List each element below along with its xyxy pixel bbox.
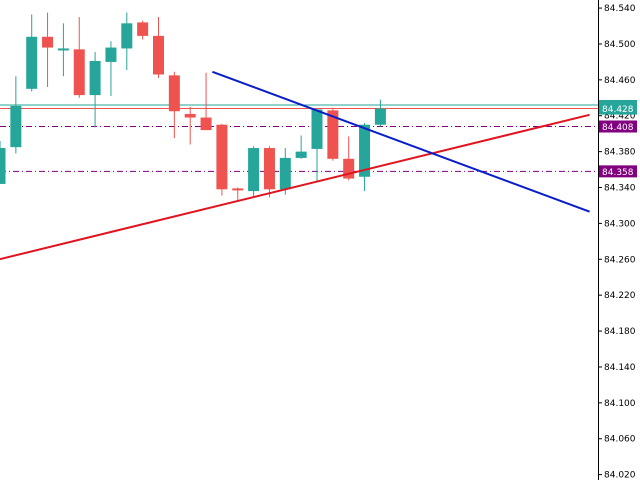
current-price-tag-label: 84.428 <box>602 105 634 115</box>
y-tick-label: 84.300 <box>604 219 636 229</box>
candle-body <box>216 124 228 190</box>
y-tick-label: 84.260 <box>604 255 636 265</box>
price-axis: 84.540 84.500 84.460 84.420 84.380 84.340 84.3… <box>598 0 640 481</box>
y-tick-label: 84.380 <box>604 148 636 158</box>
candle-body <box>42 36 54 48</box>
candle-body <box>89 61 101 96</box>
candle-body <box>327 110 339 159</box>
candle-body <box>232 188 244 191</box>
level-tag-84358-label: 84.358 <box>602 168 634 178</box>
current-price-tag-box <box>599 102 637 115</box>
candle-body <box>168 75 180 112</box>
candle-body <box>10 105 22 148</box>
y-tick-label: 84.020 <box>604 471 636 480</box>
candle-body <box>153 35 164 75</box>
candle-body <box>359 124 371 177</box>
price-tags: 84.428 84.408 84.358 <box>599 99 637 178</box>
candle-body <box>343 158 355 179</box>
candle-body <box>105 47 117 62</box>
price-levels <box>0 104 598 172</box>
candle-body <box>279 157 291 190</box>
candle-body <box>200 117 212 131</box>
candle-body <box>26 36 38 89</box>
y-tick-label: 84.500 <box>604 40 636 50</box>
y-tick-label: 84.060 <box>604 435 636 445</box>
candle-body <box>73 49 85 96</box>
candle-body <box>374 108 386 125</box>
y-tick-label: 84.540 <box>604 4 636 14</box>
candle-body <box>184 113 196 118</box>
candle-body <box>263 148 275 190</box>
bid-tag <box>599 99 637 103</box>
y-tick-label: 84.420 <box>604 112 636 122</box>
candle-body <box>0 148 6 184</box>
resistance-trendline[interactable] <box>212 70 590 213</box>
candle-body <box>295 151 307 158</box>
support-trendline[interactable] <box>0 113 590 261</box>
y-tick-label: 84.100 <box>604 399 636 409</box>
level-tag-84358-box <box>599 165 637 178</box>
candle-body <box>121 23 133 49</box>
candle-body <box>311 109 323 149</box>
y-tick-label: 84.140 <box>604 363 636 373</box>
candle-body <box>137 22 149 36</box>
candle-body <box>248 148 260 192</box>
candle-body <box>57 48 69 51</box>
y-tick-label: 84.220 <box>604 291 636 301</box>
candles <box>0 12 386 201</box>
trendlines <box>0 70 590 261</box>
y-tick-label: 84.180 <box>604 327 636 337</box>
y-tick-label: 84.340 <box>604 184 636 194</box>
level-tag-84408-label: 84.408 <box>602 123 634 133</box>
y-tick-label: 84.460 <box>604 76 636 86</box>
level-tag-84408-box <box>599 120 637 133</box>
axis-background <box>598 0 640 480</box>
